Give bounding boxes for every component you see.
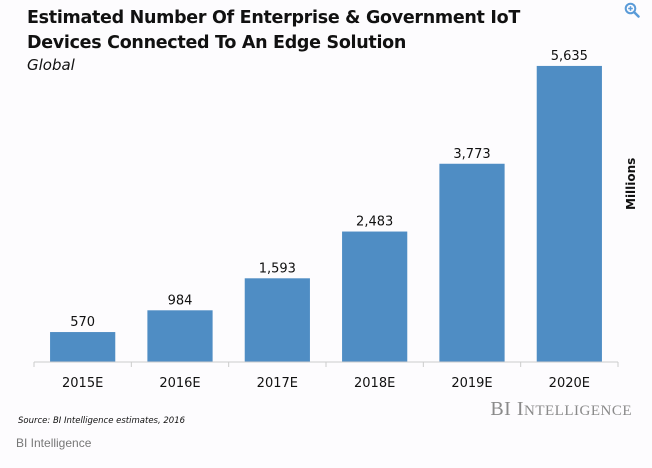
- zoom-in-icon[interactable]: [624, 2, 640, 18]
- bars-group: 570 984 1,593 2,483 3,773 5,635: [50, 49, 602, 362]
- footer-brand-text: BI Intelligence: [16, 436, 92, 450]
- x-tick-label-2020E: 2020E: [549, 376, 590, 391]
- x-tick-label-2018E: 2018E: [354, 376, 395, 391]
- bi-intelligence-logo: BI INTELLIGENCE: [490, 398, 632, 420]
- bar-2019E: [439, 163, 505, 362]
- x-axis: 2015E 2016E 2017E 2018E 2019E 2020E: [33, 361, 619, 391]
- x-tick-label-2015E: 2015E: [62, 376, 103, 391]
- source-note: Source: BI Intelligence estimates, 2016: [18, 416, 186, 426]
- x-tick-label-2017E: 2017E: [257, 376, 298, 391]
- bar-2017E: [244, 278, 310, 362]
- data-label-2015E: 570: [70, 315, 95, 330]
- x-tick-label-2019E: 2019E: [451, 376, 492, 391]
- data-label-2019E: 3,773: [453, 147, 490, 162]
- x-tick-label-2016E: 2016E: [159, 376, 200, 391]
- chart-title: Estimated Number Of Enterprise & Governm…: [27, 8, 520, 53]
- chart-subtitle: Global: [27, 56, 75, 74]
- data-label-2016E: 984: [168, 293, 193, 308]
- bar-2018E: [342, 231, 408, 362]
- data-label-2018E: 2,483: [356, 215, 393, 230]
- y-axis-label: Millions: [624, 157, 638, 210]
- bar-2016E: [147, 310, 213, 362]
- bar-2020E: [536, 65, 602, 362]
- data-label-2017E: 1,593: [259, 261, 296, 276]
- data-label-2020E: 5,635: [551, 49, 588, 64]
- bar-2015E: [50, 332, 116, 362]
